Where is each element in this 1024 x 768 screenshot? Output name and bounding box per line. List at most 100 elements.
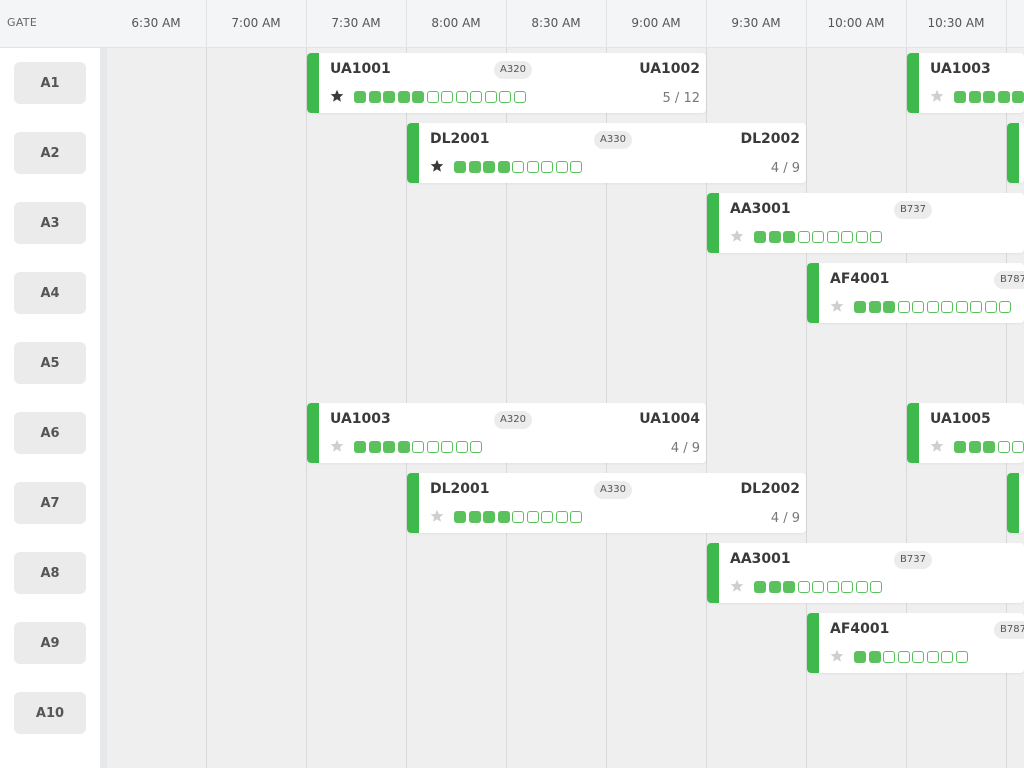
flight-card[interactable]: DL2001 A330 DL2002 4 / 9 xyxy=(407,473,806,533)
header-divider xyxy=(206,0,207,47)
progress-indicator xyxy=(754,581,885,593)
progress-dot xyxy=(441,441,453,453)
status-bar xyxy=(407,473,419,533)
progress-dot xyxy=(968,441,981,453)
gate-column: A1 A2 A3 A4 A5 A6 A7 A8 A9 A10 xyxy=(0,47,100,768)
progress-dot xyxy=(470,441,482,453)
grid-line xyxy=(806,47,807,768)
gate-button[interactable]: A4 xyxy=(14,272,86,314)
progress-indicator xyxy=(854,301,1014,313)
flight-card[interactable]: UA1001 A320 UA1002 5 / 12 xyxy=(307,53,706,113)
progress-dot xyxy=(984,301,997,313)
progress-dot xyxy=(841,231,853,243)
progress-dot xyxy=(912,301,924,313)
flight-card[interactable] xyxy=(1007,473,1024,533)
progress-dot xyxy=(513,91,526,103)
arrival-flight-number: AF4001 xyxy=(830,621,890,637)
status-bar xyxy=(407,123,419,183)
departure-flight-number: DL2002 xyxy=(740,131,800,147)
star-icon[interactable] xyxy=(830,649,844,663)
progress-indicator xyxy=(354,441,485,453)
arrival-flight-number: UA1005 xyxy=(930,411,991,427)
progress-dot xyxy=(826,231,839,243)
status-bar xyxy=(707,193,719,253)
arrival-flight-number: AF4001 xyxy=(830,271,890,287)
time-label: 10:30 AM xyxy=(927,16,985,30)
progress-dot xyxy=(955,651,968,663)
gate-button[interactable]: A8 xyxy=(14,552,86,594)
progress-dot xyxy=(812,231,824,243)
aircraft-badge: A320 xyxy=(494,61,532,79)
gate-column-header: GATE xyxy=(0,0,100,47)
progress-indicator xyxy=(454,161,585,173)
progress-dot xyxy=(1012,91,1024,103)
star-icon[interactable] xyxy=(830,299,844,313)
star-icon[interactable] xyxy=(430,159,444,173)
flight-card[interactable]: DL2001 A330 DL2002 4 / 9 xyxy=(407,123,806,183)
progress-dot xyxy=(455,441,468,453)
status-bar xyxy=(907,403,919,463)
status-bar xyxy=(307,53,319,113)
progress-dot xyxy=(783,581,795,593)
progress-dot xyxy=(497,511,510,523)
time-label: 9:30 AM xyxy=(731,16,781,30)
flight-card[interactable]: UA1005 xyxy=(907,403,1024,463)
progress-dot xyxy=(412,91,424,103)
star-icon[interactable] xyxy=(330,439,344,453)
progress-indicator xyxy=(954,441,1024,453)
progress-dot xyxy=(797,581,810,593)
progress-dot xyxy=(783,231,795,243)
progress-dot xyxy=(954,91,966,103)
gate-button[interactable]: A10 xyxy=(14,692,86,734)
departure-flight-number: DL2002 xyxy=(740,481,800,497)
progress-dot xyxy=(555,511,568,523)
progress-dot xyxy=(997,91,1010,103)
progress-dot xyxy=(854,301,866,313)
progress-dot xyxy=(868,651,881,663)
progress-dot xyxy=(868,301,881,313)
progress-dot xyxy=(926,651,939,663)
header-divider xyxy=(906,0,907,47)
status-bar xyxy=(307,403,319,463)
time-label: 8:00 AM xyxy=(431,16,481,30)
grid-line xyxy=(206,47,207,768)
arrival-flight-number: AA3001 xyxy=(730,201,791,217)
flight-card[interactable]: AF4001 B787 xyxy=(807,263,1024,323)
time-label: 9:00 AM xyxy=(631,16,681,30)
progress-dot xyxy=(397,441,410,453)
gate-button[interactable]: A1 xyxy=(14,62,86,104)
header-divider xyxy=(1006,0,1007,47)
gate-button[interactable]: A3 xyxy=(14,202,86,244)
flight-card[interactable]: AA3001 B737 xyxy=(707,543,1024,603)
gate-button[interactable]: A7 xyxy=(14,482,86,524)
flight-card[interactable] xyxy=(1007,123,1024,183)
star-icon[interactable] xyxy=(730,229,744,243)
progress-indicator xyxy=(854,651,970,663)
flight-card[interactable]: AA3001 B737 xyxy=(707,193,1024,253)
progress-dot xyxy=(499,91,511,103)
star-icon[interactable] xyxy=(430,509,444,523)
progress-indicator xyxy=(754,231,885,243)
progress-dot xyxy=(870,581,882,593)
progress-dot xyxy=(1012,441,1024,453)
progress-dot xyxy=(541,511,553,523)
arrival-flight-number: DL2001 xyxy=(430,131,490,147)
progress-dot xyxy=(397,91,410,103)
header-divider xyxy=(706,0,707,47)
gate-button[interactable]: A2 xyxy=(14,132,86,174)
flight-card[interactable]: AF4001 B787 xyxy=(807,613,1024,673)
gate-button[interactable]: A5 xyxy=(14,342,86,384)
star-icon[interactable] xyxy=(730,579,744,593)
timeline-header: 6:30 AM 7:00 AM 7:30 AM 8:00 AM 8:30 AM … xyxy=(0,0,1024,48)
gate-button[interactable]: A9 xyxy=(14,622,86,664)
gate-button[interactable]: A6 xyxy=(14,412,86,454)
progress-dot xyxy=(483,511,495,523)
progress-indicator xyxy=(954,91,1024,103)
departure-flight-number: UA1004 xyxy=(639,411,700,427)
star-icon[interactable] xyxy=(930,439,944,453)
flight-card[interactable]: UA1003 xyxy=(907,53,1024,113)
flight-card[interactable]: UA1003 A320 UA1004 4 / 9 xyxy=(307,403,706,463)
aircraft-badge: B787 xyxy=(994,621,1024,639)
star-icon[interactable] xyxy=(330,89,344,103)
star-icon[interactable] xyxy=(930,89,944,103)
